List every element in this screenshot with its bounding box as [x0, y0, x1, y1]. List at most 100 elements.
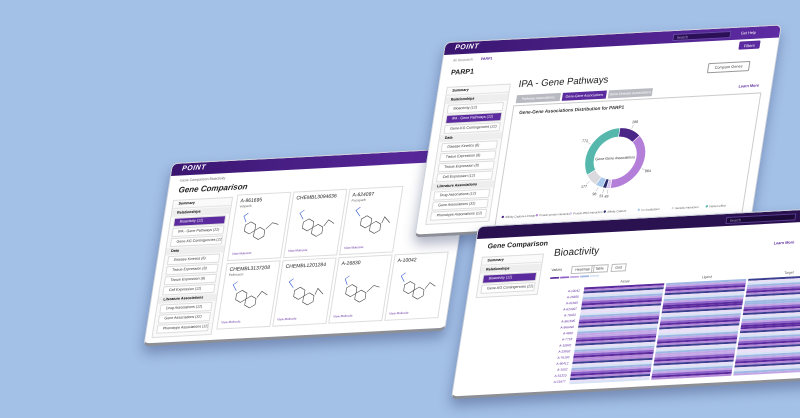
molecule-card[interactable]: A-26830 View Molecule: [328, 254, 393, 324]
heatmap-cell: [738, 335, 800, 342]
heatmap-cell: [569, 378, 650, 385]
leader-line: [602, 188, 605, 194]
pathways-window: POINT Search Get Help All Research PARP1 Filt…: [414, 24, 782, 238]
help-link[interactable]: Get Help: [740, 30, 757, 36]
heatmap-cell: [734, 363, 800, 370]
molecule-name: A-26830: [341, 260, 361, 268]
molecule-card[interactable]: A-10042 View Molecule: [384, 251, 449, 321]
heatmap-cell: [746, 284, 800, 291]
heatmap-cell: [663, 297, 744, 304]
view-molecule-link[interactable]: View Molecule: [277, 316, 297, 322]
view-molecule-link[interactable]: View Molecule: [221, 319, 241, 325]
heatmap-cell: [746, 282, 800, 289]
sidebar-item[interactable]: Phenotype Associations (12): [156, 322, 210, 334]
sidebar-item[interactable]: Gene-KG Contingencies (22): [480, 281, 536, 294]
heatmap-cell: [745, 288, 800, 295]
heatmap-cell: [660, 317, 741, 324]
view-toggle[interactable]: Table: [590, 264, 609, 274]
bond: [256, 290, 268, 298]
heatmap-cell: [655, 345, 736, 352]
heatmap-cell: [665, 282, 746, 290]
molecule-card[interactable]: CHEMBL3094636 View Molecule: [283, 188, 348, 259]
leader-line: [587, 142, 591, 145]
heatmap-cell: [582, 295, 663, 302]
heatmap-cell: [742, 310, 800, 318]
ring: [302, 292, 315, 306]
bond: [232, 281, 238, 291]
legend-label: Indirect effect: [709, 203, 727, 208]
legend-swatch: [590, 274, 600, 277]
molecule-structure: [288, 278, 324, 306]
heatmap-cell: [652, 367, 733, 374]
heatmap-cell: [576, 329, 658, 336]
heatmap-cell: [579, 311, 660, 318]
heatmap-cell: [743, 302, 800, 310]
heatmap-cell: [571, 363, 652, 371]
legend-label: Affinity Capture-Lineage: [505, 213, 536, 219]
compare-button[interactable]: Compare Genes: [706, 60, 751, 74]
heatmap-cell: [579, 315, 660, 322]
legend-swatch: [535, 213, 539, 217]
breadcrumb[interactable]: All Research: [452, 57, 474, 63]
heatmap-cell: [572, 357, 653, 365]
heatmap-cell: [657, 335, 738, 342]
learn-more[interactable]: Learn More: [773, 240, 795, 246]
view-molecule-link[interactable]: View Molecule: [389, 310, 409, 316]
tab[interactable]: Pathway Associations: [515, 92, 561, 104]
leader-line: [606, 189, 609, 194]
sidebar-item[interactable]: Phenotype Associations (12): [429, 208, 488, 221]
donut-center-label: Gene-Gene Associations: [595, 155, 635, 161]
learn-more[interactable]: Learn More: [738, 83, 760, 89]
molecule-card[interactable]: CHEMBL1201284 View Molecule: [272, 257, 337, 327]
heatmap-cell: [655, 343, 737, 350]
molecule-card[interactable]: A-624097 Rucaparib View Molecule: [339, 185, 404, 256]
heatmap-cell: [733, 367, 800, 374]
row-label: A-10842: [559, 343, 572, 348]
heatmap-cell: [574, 341, 656, 348]
heatmap-cell: [572, 359, 653, 367]
heatmap-cell: [580, 307, 661, 314]
heatmap-cell: [574, 345, 655, 352]
section-heading: Bioactivity: [553, 245, 600, 260]
molecule-card[interactable]: CHEMBL3137208 Pefloxacin View Molecule: [216, 260, 281, 330]
heatmap-cell: [656, 337, 738, 344]
heatmap-cell: [743, 300, 800, 308]
tab[interactable]: Gene-Disease Associations: [607, 88, 653, 99]
heatmap-cell: [733, 369, 800, 376]
heatmap-cell: [654, 349, 736, 356]
ring: [311, 223, 324, 237]
heatmap-cell: [735, 353, 800, 360]
filters-button[interactable]: Filters: [738, 40, 761, 50]
donut-segment: [584, 127, 621, 176]
heatmap-cell: [746, 286, 800, 293]
molecule-card[interactable]: A-861695 Veliparib View Molecule: [227, 191, 292, 262]
heatmap-cell: [744, 294, 800, 302]
view-molecule-link[interactable]: View Molecule: [343, 244, 364, 250]
row-label: A-76193: [557, 355, 570, 360]
gene-title: PARP1: [450, 68, 475, 77]
heatmap-cell: [573, 351, 654, 359]
view-molecule-link[interactable]: View Molecule: [231, 250, 252, 256]
heatmap-cell: [740, 325, 800, 332]
view-molecule-link[interactable]: View Molecule: [287, 247, 308, 253]
heatmap-cell: [576, 333, 657, 340]
heatmap-cell: [570, 369, 651, 377]
tab[interactable]: Gene-Gene Associations: [561, 90, 607, 101]
legend-swatch: [671, 206, 675, 210]
leader-line: [631, 124, 634, 129]
legend-swatch: [705, 205, 709, 208]
view-toggle[interactable]: Grid: [610, 263, 627, 273]
heatmap-cell: [666, 278, 747, 286]
heatmap-cell: [744, 296, 800, 304]
heatmap-cell: [662, 299, 744, 306]
row-label: A-61695: [566, 301, 579, 306]
row-label: A-7718: [562, 337, 573, 342]
heatmap-cell: [664, 287, 746, 294]
heatmap-cell: [655, 347, 736, 354]
heatmap-cell: [657, 333, 738, 340]
view-molecule-link[interactable]: View Molecule: [333, 313, 353, 319]
heatmap-cell: [661, 305, 743, 312]
heatmap-cell: [651, 369, 733, 376]
segment-label: 864: [645, 169, 652, 173]
